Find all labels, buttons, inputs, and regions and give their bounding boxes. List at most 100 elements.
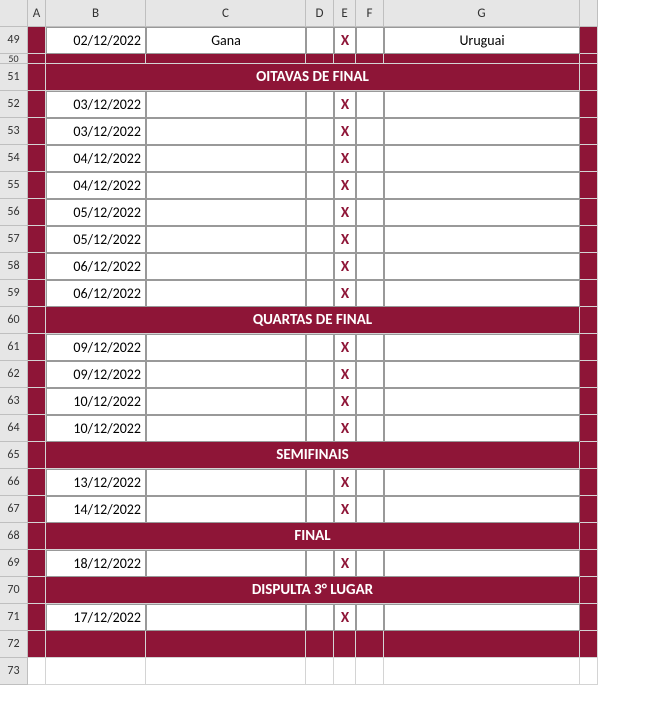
cell-A49[interactable] xyxy=(28,27,46,54)
sec-0-row-1-date[interactable]: 03/12/2022 xyxy=(46,118,146,145)
empty-73-1[interactable] xyxy=(46,658,146,685)
row-header-50[interactable]: 50 xyxy=(0,54,28,64)
sec-0-row-6-A[interactable] xyxy=(28,253,46,280)
cell-F49-score2[interactable] xyxy=(356,27,384,54)
empty-73-5[interactable] xyxy=(356,658,384,685)
sec-0-row-2-A[interactable] xyxy=(28,145,46,172)
sec-0-row-1-team2[interactable] xyxy=(384,118,580,145)
sec-0-row-1-score2[interactable] xyxy=(356,118,384,145)
sec-0-row-7-A[interactable] xyxy=(28,280,46,307)
sec-0-row-4-score2[interactable] xyxy=(356,199,384,226)
sec-4-row-0-team2[interactable] xyxy=(384,604,580,631)
sec-0-row-4-team2[interactable] xyxy=(384,199,580,226)
sec-0-row-1-team1[interactable] xyxy=(146,118,306,145)
row-header-55[interactable]: 55 xyxy=(0,172,28,199)
row-header-51[interactable]: 51 xyxy=(0,64,28,91)
sec-0-row-7-x[interactable]: X xyxy=(334,280,356,307)
empty-73-6[interactable] xyxy=(384,658,580,685)
sec-0-row-5-date[interactable]: 05/12/2022 xyxy=(46,226,146,253)
sec-0-row-2-team1[interactable] xyxy=(146,145,306,172)
sec-1-row-2-A[interactable] xyxy=(28,388,46,415)
sec-3-row-0-x[interactable]: X xyxy=(334,550,356,577)
sec-2-row-1-A[interactable] xyxy=(28,496,46,523)
row-header-67[interactable]: 67 xyxy=(0,496,28,523)
spreadsheet-grid[interactable]: ABCDEFG4902/12/2022GanaXUruguai5051OITAV… xyxy=(0,0,645,685)
sec-1-row-1-score1[interactable] xyxy=(306,361,334,388)
sec-0-row-7-team2[interactable] xyxy=(384,280,580,307)
sec-2-row-0-score1[interactable] xyxy=(306,469,334,496)
sec-0-row-3-A[interactable] xyxy=(28,172,46,199)
sec-0-row-3-team2[interactable] xyxy=(384,172,580,199)
sec-0-row-6-score1[interactable] xyxy=(306,253,334,280)
col-header-C[interactable]: C xyxy=(146,0,306,27)
sec-1-row-3-team1[interactable] xyxy=(146,415,306,442)
sec-1-row-0-score1[interactable] xyxy=(306,334,334,361)
sec-2-row-1-date[interactable]: 14/12/2022 xyxy=(46,496,146,523)
sec-1-row-2-x[interactable]: X xyxy=(334,388,356,415)
sec-2-row-1-score2[interactable] xyxy=(356,496,384,523)
sec-0-row-4-team1[interactable] xyxy=(146,199,306,226)
row-header-69[interactable]: 69 xyxy=(0,550,28,577)
sec-0-row-6-score2[interactable] xyxy=(356,253,384,280)
sec-0-row-4-score1[interactable] xyxy=(306,199,334,226)
sec-4-A[interactable] xyxy=(28,577,46,604)
sec-3-row-0-team2[interactable] xyxy=(384,550,580,577)
row-header-66[interactable]: 66 xyxy=(0,469,28,496)
sec-0-row-5-A[interactable] xyxy=(28,226,46,253)
sec-4-row-0-team1[interactable] xyxy=(146,604,306,631)
row-header-52[interactable]: 52 xyxy=(0,91,28,118)
sec-3-row-0-team1[interactable] xyxy=(146,550,306,577)
sec-1-row-1-team1[interactable] xyxy=(146,361,306,388)
sec-2-row-0-date[interactable]: 13/12/2022 xyxy=(46,469,146,496)
sec-1-row-2-team2[interactable] xyxy=(384,388,580,415)
empty-73-0[interactable] xyxy=(28,658,46,685)
cell-B49-date[interactable]: 02/12/2022 xyxy=(46,27,146,54)
sec-2-row-0-x[interactable]: X xyxy=(334,469,356,496)
sec-0-row-5-score2[interactable] xyxy=(356,226,384,253)
sec-1-row-0-score2[interactable] xyxy=(356,334,384,361)
row-header-63[interactable]: 63 xyxy=(0,388,28,415)
col-header-F[interactable]: F xyxy=(356,0,384,27)
row-header-68[interactable]: 68 xyxy=(0,523,28,550)
sec-2-row-0-A[interactable] xyxy=(28,469,46,496)
sec-1-row-1-score2[interactable] xyxy=(356,361,384,388)
sec-0-row-5-x[interactable]: X xyxy=(334,226,356,253)
row-header-54[interactable]: 54 xyxy=(0,145,28,172)
sec-2-row-1-team2[interactable] xyxy=(384,496,580,523)
sec-1-row-3-x[interactable]: X xyxy=(334,415,356,442)
sec-0-row-2-team2[interactable] xyxy=(384,145,580,172)
row-header-64[interactable]: 64 xyxy=(0,415,28,442)
sec-1-row-3-score1[interactable] xyxy=(306,415,334,442)
sec-0-row-0-A[interactable] xyxy=(28,91,46,118)
sec-3-row-0-date[interactable]: 18/12/2022 xyxy=(46,550,146,577)
sec-1-row-1-x[interactable]: X xyxy=(334,361,356,388)
sec-0-row-0-score2[interactable] xyxy=(356,91,384,118)
col-header-E[interactable]: E xyxy=(334,0,356,27)
sec-0-row-4-date[interactable]: 05/12/2022 xyxy=(46,199,146,226)
sec-1-row-1-team2[interactable] xyxy=(384,361,580,388)
sec-0-row-5-team2[interactable] xyxy=(384,226,580,253)
sec-1-row-0-team1[interactable] xyxy=(146,334,306,361)
row-header-71[interactable]: 71 xyxy=(0,604,28,631)
sec-4-row-0-A[interactable] xyxy=(28,604,46,631)
sec-0-row-5-team1[interactable] xyxy=(146,226,306,253)
sec-0-row-3-date[interactable]: 04/12/2022 xyxy=(46,172,146,199)
sec-3-row-0-A[interactable] xyxy=(28,550,46,577)
sec-1-row-2-team1[interactable] xyxy=(146,388,306,415)
sec-0-row-3-score2[interactable] xyxy=(356,172,384,199)
sec-0-row-0-team1[interactable] xyxy=(146,91,306,118)
sec-1-row-0-team2[interactable] xyxy=(384,334,580,361)
sec-4-row-0-score2[interactable] xyxy=(356,604,384,631)
sec-0-row-2-date[interactable]: 04/12/2022 xyxy=(46,145,146,172)
sec-2-row-0-team2[interactable] xyxy=(384,469,580,496)
sec-0-row-0-team2[interactable] xyxy=(384,91,580,118)
sec-3-row-0-score1[interactable] xyxy=(306,550,334,577)
cell-C49-team1[interactable]: Gana xyxy=(146,27,306,54)
sec-0-row-2-x[interactable]: X xyxy=(334,145,356,172)
sec-0-row-7-date[interactable]: 06/12/2022 xyxy=(46,280,146,307)
row-header-73[interactable]: 73 xyxy=(0,658,28,685)
sec-1-row-1-A[interactable] xyxy=(28,361,46,388)
sec-0-row-0-x[interactable]: X xyxy=(334,91,356,118)
sec-0-row-1-score1[interactable] xyxy=(306,118,334,145)
sec-1-row-3-date[interactable]: 10/12/2022 xyxy=(46,415,146,442)
